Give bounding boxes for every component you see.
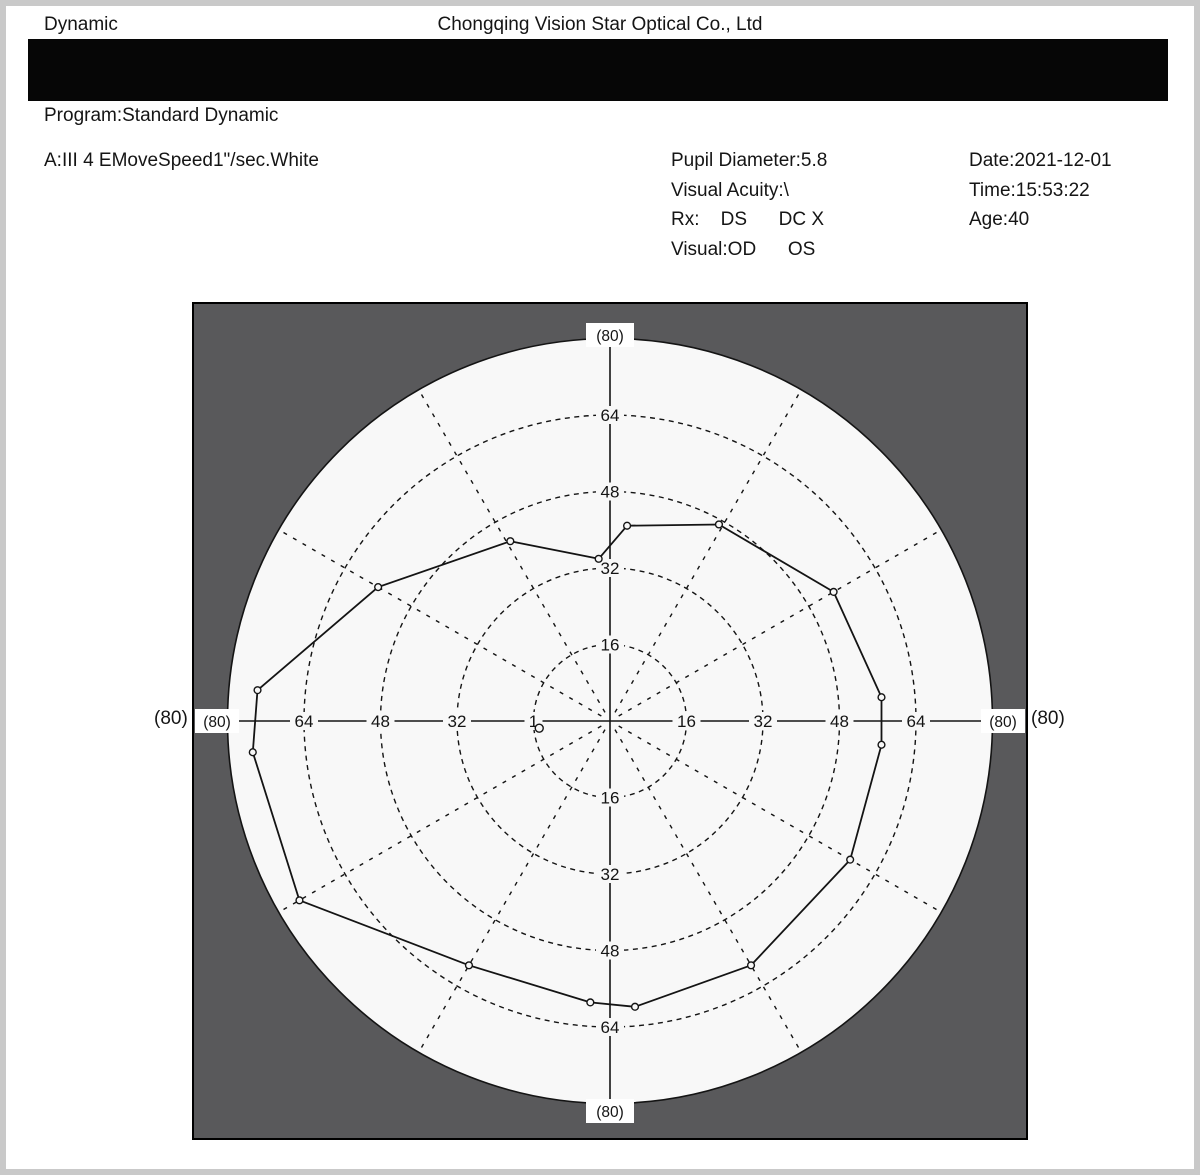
time-line: Time:15:53:22: [969, 180, 1090, 201]
notch-label-bottom: (80): [596, 1104, 624, 1121]
h-axis-label-right-32-bg: [749, 712, 777, 730]
isopter-point-1: [714, 520, 724, 529]
isopter-point-2: [829, 587, 838, 597]
isopter-point-14: [506, 537, 515, 546]
v-axis-label-top-48-bg: [596, 482, 624, 501]
h-axis-label-right-48-bg: [825, 712, 854, 730]
v-axis-label-bottom-16: 16: [601, 789, 620, 808]
v-axis-label-top-64-bg: [596, 406, 624, 424]
v-axis-label-top-32: 32: [601, 559, 620, 578]
notch-left: [195, 709, 239, 733]
date-line: Date:2021-12-01: [969, 150, 1112, 171]
notch-label-right: (80): [989, 714, 1017, 731]
isopter-point-11: [248, 748, 257, 757]
small-circle-marker: [534, 723, 544, 733]
right-outer-80-label: (80): [1031, 708, 1065, 729]
notch-right: [981, 709, 1025, 733]
h-axis-label-right-16: 16: [677, 712, 696, 731]
isopter-point-8: [586, 998, 595, 1007]
h-axis-label-left-32-bg: [443, 712, 471, 730]
program-line: Program:Standard Dynamic: [44, 105, 279, 126]
v-axis-label-bottom-48-bg: [596, 941, 624, 960]
isopter-point-13: [374, 583, 383, 592]
v-axis-label-bottom-64-bg: [596, 1018, 624, 1036]
v-axis-label-bottom-48: 48: [601, 942, 620, 961]
age-line: Age:40: [969, 209, 1030, 230]
notch-label-top: (80): [596, 328, 624, 345]
isopter-point-10: [295, 896, 304, 905]
v-axis-label-top-16-bg: [596, 635, 624, 654]
isopter-point-0: [622, 521, 632, 530]
h-axis-label-left-64-bg: [290, 712, 318, 730]
isopter-point-3: [877, 693, 886, 702]
visual-line: Visual:OD OS: [671, 239, 816, 260]
parameters-line: A:III 4 EMoveSpeed1"/sec.White: [44, 150, 319, 171]
left-outer-80-label: (80): [154, 708, 188, 729]
h-axis-label-left-64: 64: [295, 712, 314, 731]
isopter-point-15: [594, 554, 603, 563]
isopter-point-6: [746, 961, 756, 970]
isopter-point-7: [630, 1002, 640, 1011]
h-axis-label-right-16-bg: [672, 712, 701, 730]
h-axis-label-left-16: 1: [529, 712, 538, 731]
isopter-point-9: [464, 961, 474, 970]
v-axis-label-bottom-32: 32: [601, 865, 620, 884]
perimetry-chart: (80) (80) (80) (80) 16 1 16 16 32 32 32 32 48 48 48 48 6…: [192, 302, 1028, 1140]
v-axis-label-top-48: 48: [601, 483, 620, 502]
perimetry-chart-svg: (80) (80) (80) (80) 16 1 16 16 32 32 32 32 48 48 48 48 6…: [192, 302, 1028, 1140]
h-axis-label-left-48: 48: [371, 712, 390, 731]
v-axis-label-top-32-bg: [596, 559, 624, 577]
notch-top: [586, 323, 634, 347]
h-axis-label-right-32: 32: [754, 712, 773, 731]
v-axis-label-bottom-64: 64: [601, 1018, 620, 1037]
isopter-point-12: [253, 686, 262, 695]
v-axis-label-top-64: 64: [601, 406, 620, 425]
h-axis-label-right-48: 48: [830, 712, 849, 731]
rx-line: Rx: DS DC X: [671, 209, 825, 230]
notch-label-left: (80): [203, 714, 231, 731]
v-axis-label-bottom-32-bg: [596, 865, 624, 883]
h-axis-label-left-32: 32: [448, 712, 467, 731]
notch-bottom: [586, 1099, 634, 1123]
v-axis-label-bottom-16-bg: [596, 788, 624, 807]
v-axis-label-top-16: 16: [601, 636, 620, 655]
h-axis-label-left-48-bg: [366, 712, 395, 730]
mode-label: Dynamic: [44, 14, 118, 35]
h-axis-label-right-64: 64: [907, 712, 926, 731]
company-name: Chongqing Vision Star Optical Co., Ltd: [437, 14, 763, 35]
isopter-point-5: [846, 855, 855, 864]
visual-acuity: Visual Acuity:\: [671, 180, 789, 201]
redacted-patient-bar: [28, 39, 1168, 101]
pupil-diameter: Pupil Diameter:5.8: [671, 150, 828, 171]
h-axis-label-right-64-bg: [902, 712, 930, 730]
isopter-point-4: [877, 740, 886, 749]
